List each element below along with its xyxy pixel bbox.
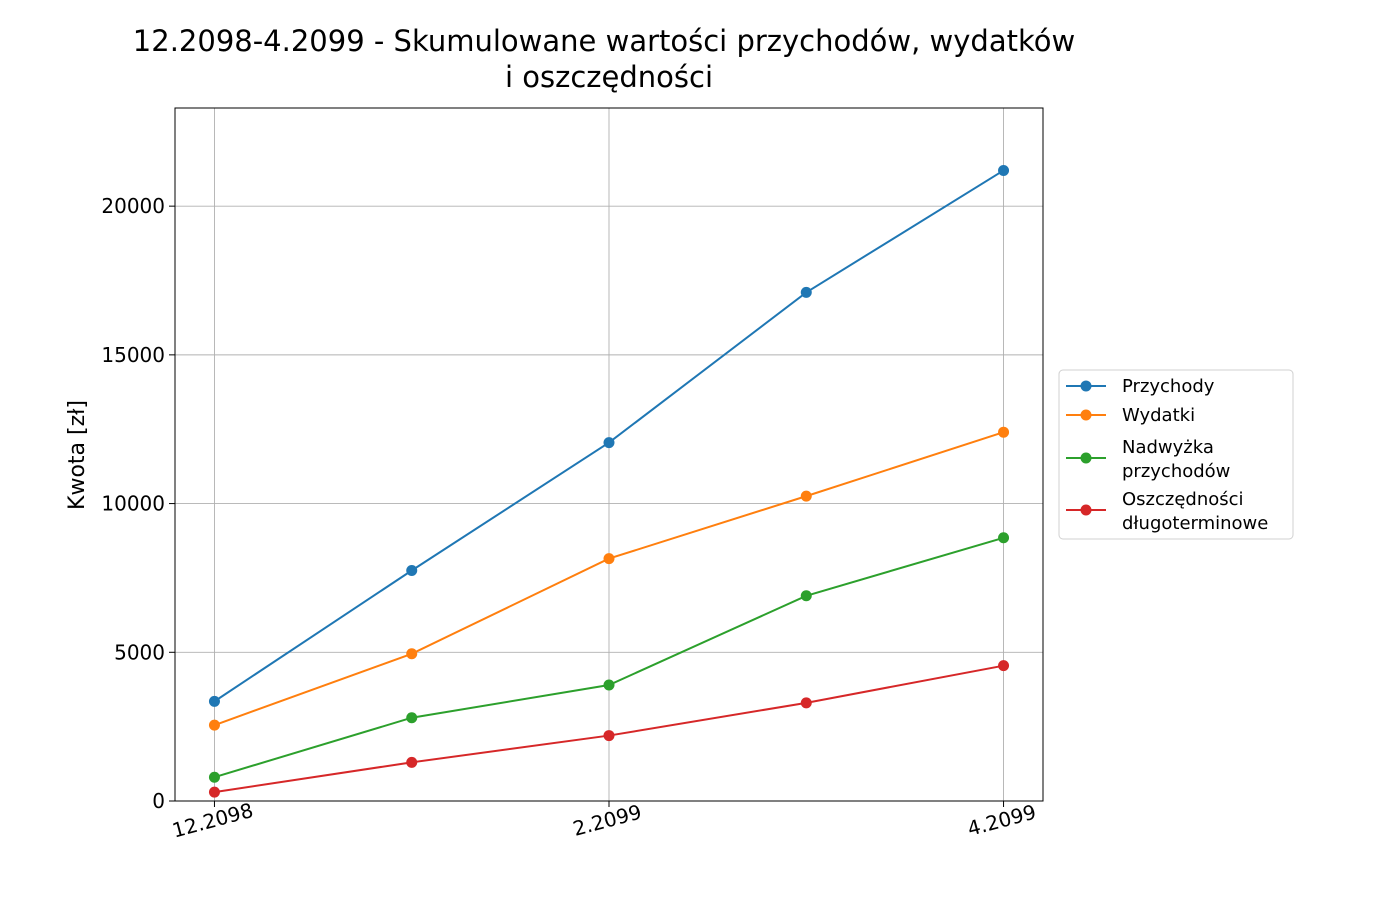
legend-label: Oszczędności	[1122, 489, 1244, 510]
data-point	[800, 286, 812, 298]
y-tick-label: 20000	[101, 194, 165, 218]
data-point	[603, 730, 615, 742]
series	[208, 660, 1010, 798]
legend-label: Nadwyżka	[1122, 437, 1214, 458]
data-point	[998, 164, 1010, 176]
data-point	[406, 648, 418, 660]
axis-ticks: 0 5000 10000 15000 20000 12.2098 2.2099 4.2099	[101, 194, 1038, 842]
data-point	[603, 679, 615, 691]
chart-title-line-2: i oszczędności	[505, 60, 713, 94]
y-axis-label: Kwota [zł]	[65, 400, 90, 510]
grid	[175, 108, 1043, 802]
x-tick-label: 4.2099	[965, 800, 1039, 841]
series	[208, 426, 1010, 731]
data-point	[998, 532, 1010, 544]
x-tick-label: 2.2099	[570, 800, 644, 841]
legend-marker	[1080, 409, 1092, 421]
data-point	[208, 771, 220, 783]
series	[208, 164, 1010, 707]
series	[208, 532, 1010, 783]
legend-item: Nadwyżka przychodów	[1066, 437, 1230, 482]
legend-item: Oszczędności długoterminowe	[1066, 489, 1268, 534]
x-tick-label: 12.2098	[170, 798, 256, 843]
legend: Przychody Wydatki Nadwyżka przychodów Oszczę…	[1058, 369, 1294, 540]
legend-item: Wydatki	[1066, 405, 1195, 426]
data-point	[603, 437, 615, 449]
legend-label: Wydatki	[1122, 405, 1195, 426]
data-point	[998, 660, 1010, 672]
y-tick-label: 15000	[101, 343, 165, 367]
data-point	[406, 564, 418, 576]
legend-marker	[1080, 504, 1092, 516]
data-point	[406, 756, 418, 768]
legend-label: przychodów	[1122, 461, 1230, 482]
data-point	[208, 719, 220, 731]
chart-title: 12.2098-4.2099 - Skumulowane wartości pr…	[133, 24, 1075, 94]
data-point	[208, 786, 220, 798]
data-point	[208, 695, 220, 707]
y-tick-label: 0	[152, 789, 165, 813]
legend-item: Przychody	[1066, 376, 1215, 397]
data-point	[800, 697, 812, 709]
series-lines	[208, 164, 1010, 798]
legend-marker	[1080, 452, 1092, 464]
legend-marker	[1080, 380, 1092, 392]
data-point	[603, 553, 615, 565]
legend-label: długoterminowe	[1122, 513, 1268, 534]
data-point	[998, 426, 1010, 438]
y-tick-label: 5000	[114, 640, 165, 664]
chart-title-line-1: 12.2098-4.2099 - Skumulowane wartości pr…	[133, 24, 1075, 58]
data-point	[406, 712, 418, 724]
legend-frame	[1058, 369, 1294, 540]
data-point	[800, 490, 812, 502]
y-tick-label: 10000	[101, 492, 165, 516]
data-point	[800, 590, 812, 602]
legend-label: Przychody	[1122, 376, 1215, 397]
